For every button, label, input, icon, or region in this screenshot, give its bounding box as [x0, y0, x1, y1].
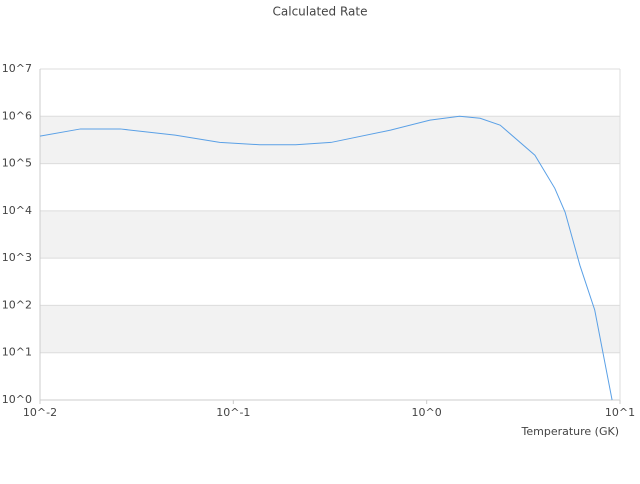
x-tick-label: 10^-2: [23, 406, 57, 419]
y-tick-label: 10^1: [2, 346, 32, 359]
y-tick-label: 10^6: [2, 109, 32, 122]
y-tick-label: 10^5: [2, 157, 32, 170]
x-tick-label: 10^0: [412, 406, 442, 419]
grid-band: [40, 210, 620, 259]
x-tick-label: 10^-1: [216, 406, 250, 419]
y-tick-label: 10^3: [2, 251, 32, 264]
y-tick-label: 10^7: [2, 62, 32, 75]
chart-title: Calculated Rate: [273, 5, 368, 19]
data-line: [39, 115, 613, 401]
y-tick-label: 10^0: [2, 393, 32, 406]
grid-band: [40, 116, 620, 164]
x-axis-label: Temperature (GK): [521, 425, 620, 438]
y-tick-label: 10^4: [2, 204, 32, 217]
grid-band: [40, 305, 620, 353]
x-tick-label: 10^1: [605, 406, 635, 419]
y-tick-label: 10^2: [2, 298, 32, 311]
